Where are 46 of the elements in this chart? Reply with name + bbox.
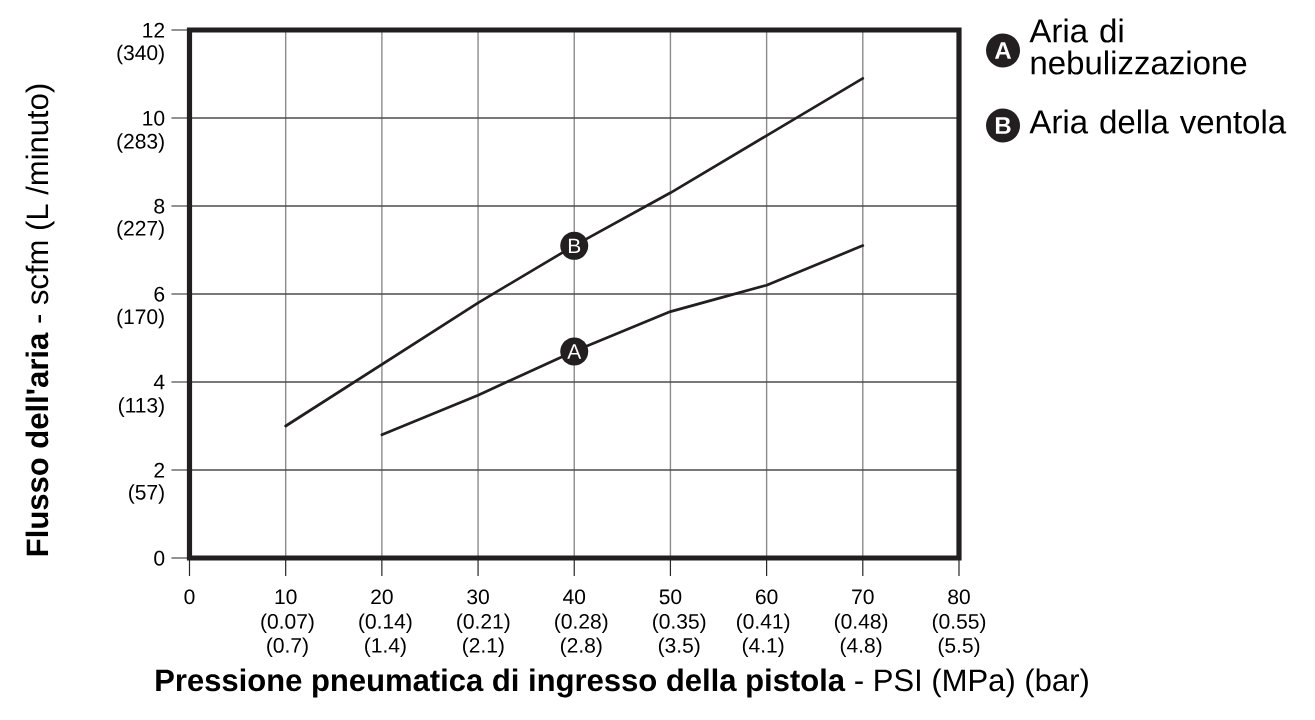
y-tick-label: (170) [117, 308, 164, 329]
text: (2.8) [560, 637, 602, 657]
x-tick-label: 0 [184, 589, 195, 605]
text: (5.5) [938, 637, 980, 657]
x-tick-label: 40 [563, 589, 586, 605]
text: (4.1) [742, 637, 784, 657]
text: (3.5) [658, 637, 700, 657]
x2-tick-label: (0.21) [457, 613, 510, 633]
x2-tick-label: (0.07) [261, 613, 314, 633]
x-tick-label: 30 [467, 589, 489, 605]
y-tick-label: (227) [117, 220, 164, 240]
y-tick-label: (340) [117, 44, 164, 65]
y-tick-label: (283) [117, 133, 164, 153]
x-axis-title: Pressione pneumatica di ingresso della pistola - PSI (MPa) (bar) [156, 668, 1088, 698]
text: (1.4) [365, 637, 406, 657]
x-tick-label: 50 [659, 589, 682, 605]
annotation: A [567, 344, 582, 359]
text: (4.8) [840, 637, 882, 657]
x-tick-label: 70 [852, 589, 874, 605]
y2-tick-label: 6 [154, 286, 165, 302]
text: B [995, 117, 1011, 134]
x-tick-label: 60 [756, 589, 778, 605]
x-tick-label: 20 [371, 589, 393, 605]
x2-tick-label: (0.41) [737, 613, 790, 633]
x2-tick-label: (0.55) [932, 613, 986, 633]
y2-tick-label: 4 [153, 374, 165, 390]
y-tick-label: (57) [129, 484, 164, 504]
y2-tick-label: 2 [154, 462, 165, 478]
y-axis-title: Flusso dell'aria - scfm (L /minuto) [25, 84, 55, 556]
y-tick-label: (113) [118, 397, 164, 417]
y2-tick-label: 12 [143, 22, 165, 38]
text: (2.1) [463, 637, 504, 657]
x2-tick-label: (0.14) [359, 613, 412, 633]
y2-tick-label: 8 [154, 198, 165, 214]
legend-label: Aria di nebulizzazione [1029, 18, 1247, 75]
text: A [994, 42, 1012, 59]
legend-label: Aria della ventola [1029, 109, 1287, 134]
x2-tick-label: (0.28) [555, 613, 608, 633]
x-tick-label: 10 [275, 589, 297, 605]
x2-tick-label: (0.48) [834, 613, 888, 633]
text: (0.7) [267, 637, 308, 657]
y2-tick-label: 0 [154, 550, 165, 566]
annotation: B [568, 238, 581, 254]
x-tick-label: 80 [948, 589, 970, 605]
x2-tick-label: (0.35) [653, 613, 706, 633]
y2-tick-label: 10 [143, 110, 165, 126]
